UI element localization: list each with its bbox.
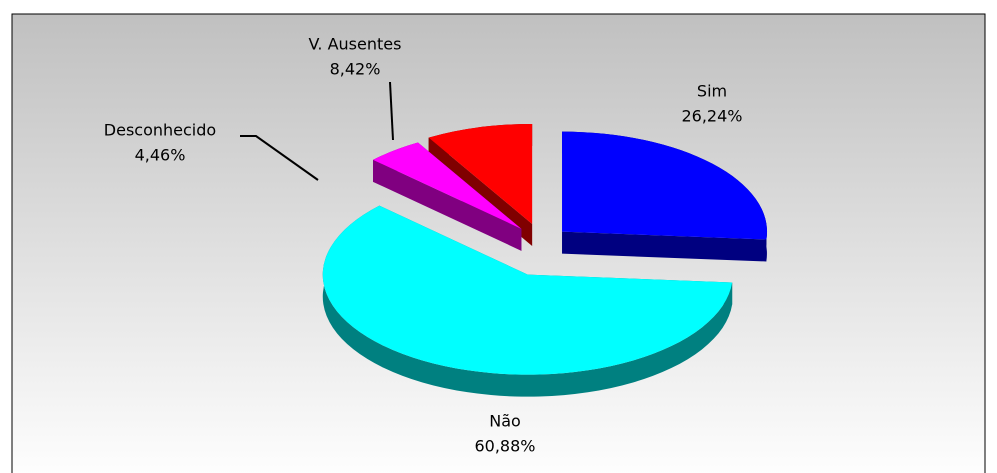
slice: [373, 142, 522, 229]
pie: [322, 123, 768, 397]
slice-wall: [562, 231, 767, 262]
slice: [322, 205, 733, 375]
slice: [562, 131, 768, 240]
slice-label: Desconhecido: [104, 121, 216, 140]
slice-value-label: 26,24%: [681, 107, 742, 126]
labels: Sim 26,24% Não 60,88% Desconhecido 4,46% V. Au…: [104, 35, 743, 456]
slice-label: V. Ausentes: [309, 35, 402, 54]
slice-value-label: 4,46%: [135, 146, 186, 165]
slice-label: Sim: [697, 82, 727, 101]
plot-background: [11, 13, 986, 473]
slice: [428, 123, 533, 224]
slice-value-label: 8,42%: [330, 60, 381, 79]
leader-line: [389, 81, 394, 141]
slice-label: Não: [489, 412, 521, 431]
slice-wall: [373, 159, 522, 251]
slice-value-label: 60,88%: [474, 437, 535, 456]
leader-line: [240, 135, 319, 181]
